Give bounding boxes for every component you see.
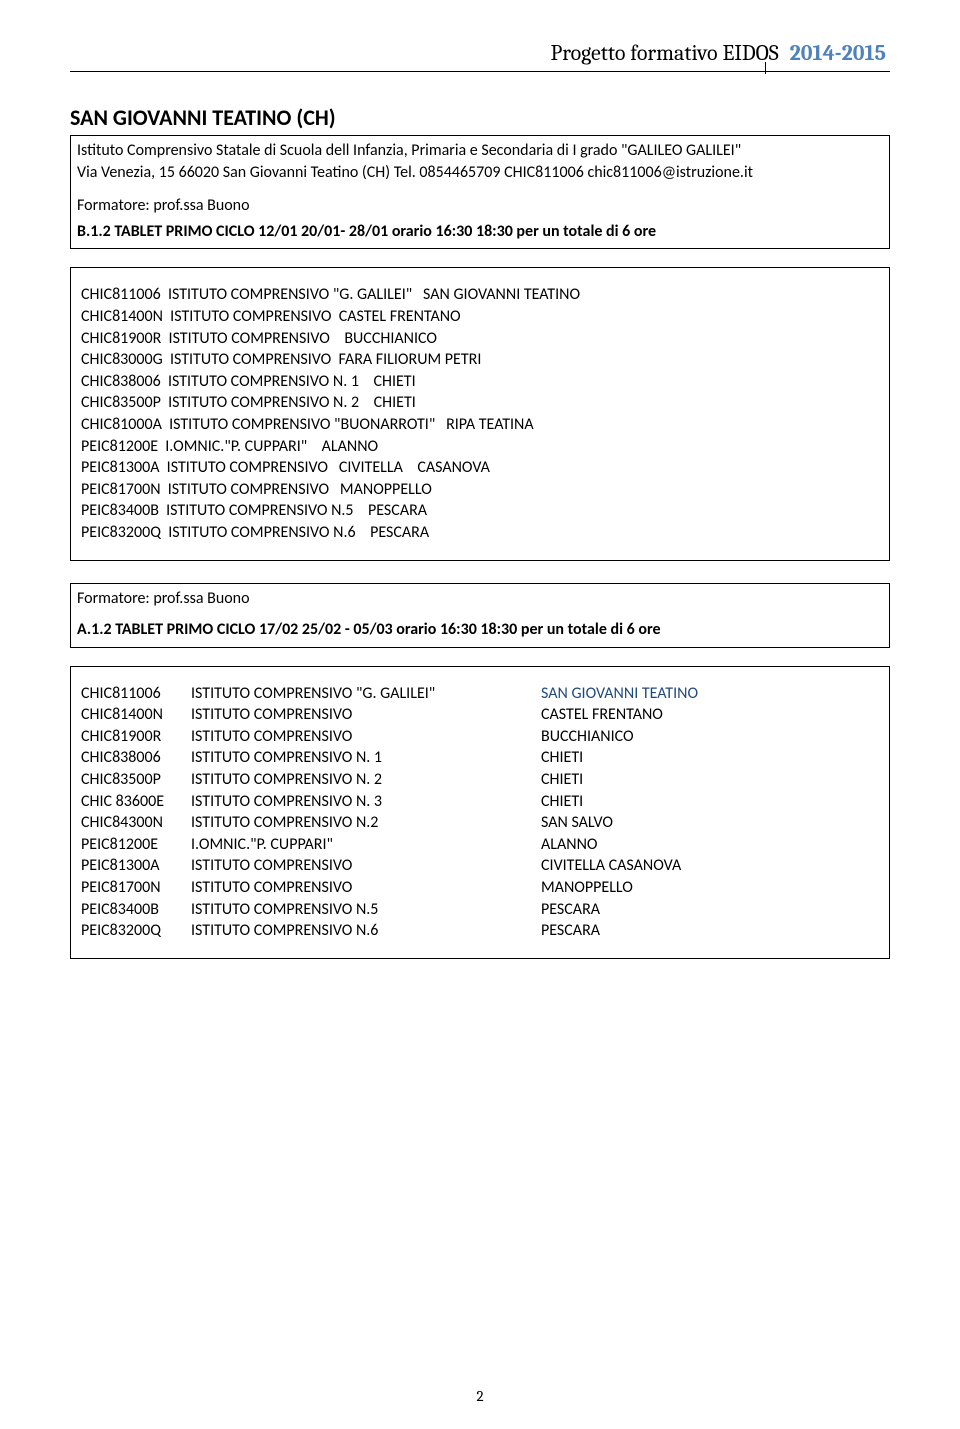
document-page: Progetto formativo EIDOS 2014-2015 SAN G…: [0, 0, 960, 1429]
list-a-row: CHIC84300NISTITUTO COMPRENSIVO N.2SAN SA…: [81, 812, 879, 834]
list-a-loc: SAN SALVO: [541, 812, 879, 834]
list-a-code: PEIC81200E: [81, 834, 191, 856]
list-box-b: CHIC811006 ISTITUTO COMPRENSIVO "G. GALI…: [70, 267, 890, 560]
page-header: Progetto formativo EIDOS 2014-2015: [70, 40, 890, 66]
list-a-code: CHIC81900R: [81, 726, 191, 748]
list-a-desc: ISTITUTO COMPRENSIVO N.6: [191, 920, 541, 942]
list-a-desc: ISTITUTO COMPRENSIVO: [191, 877, 541, 899]
list-b-row: PEIC83200Q ISTITUTO COMPRENSIVO N.6 PESC…: [81, 522, 879, 544]
institute-line-1: Istituto Comprensivo Statale di Scuola d…: [77, 140, 883, 162]
list-b-row: CHIC81900R ISTITUTO COMPRENSIVO BUCCHIAN…: [81, 328, 879, 350]
section-title: SAN GIOVANNI TEATINO (CH): [70, 104, 890, 131]
header-rule-left: [70, 71, 765, 72]
list-a-desc: ISTITUTO COMPRENSIVO N. 3: [191, 791, 541, 813]
list-b-row: PEIC81700N ISTITUTO COMPRENSIVO MANOPPEL…: [81, 479, 879, 501]
list-a-desc: ISTITUTO COMPRENSIVO N. 2: [191, 769, 541, 791]
list-a-code: PEIC83400B: [81, 899, 191, 921]
header-rule: [70, 68, 890, 74]
course-b-line: B.1.2 TABLET PRIMO CICLO 12/01 20/01- 28…: [77, 221, 883, 243]
list-b-row: PEIC81300A ISTITUTO COMPRENSIVO CIVITELL…: [81, 457, 879, 479]
list-a-row: PEIC81200EI.OMNIC."P. CUPPARI" ALANNO: [81, 834, 879, 856]
page-number: 2: [0, 1387, 960, 1405]
list-a-desc: ISTITUTO COMPRENSIVO N. 1: [191, 747, 541, 769]
list-a-desc: ISTITUTO COMPRENSIVO N.2: [191, 812, 541, 834]
list-a-row: CHIC 83600EISTITUTO COMPRENSIVO N. 3CHIE…: [81, 791, 879, 813]
header-title: Progetto formativo EIDOS: [551, 40, 779, 66]
list-a-loc: CHIETI: [541, 769, 879, 791]
list-a-loc: PESCARA: [541, 899, 879, 921]
institute-box: Istituto Comprensivo Statale di Scuola d…: [70, 135, 890, 249]
list-a-desc: I.OMNIC."P. CUPPARI": [191, 834, 541, 856]
list-a-loc: CIVITELLA CASANOVA: [541, 855, 879, 877]
list-a-loc: CASTEL FRENTANO: [541, 704, 879, 726]
list-a-loc: PESCARA: [541, 920, 879, 942]
list-a-code: PEIC81300A: [81, 855, 191, 877]
list-a-code: CHIC838006: [81, 747, 191, 769]
formatore-line-a: Formatore: prof.ssa Buono: [77, 588, 883, 610]
list-a-desc: ISTITUTO COMPRENSIVO: [191, 726, 541, 748]
list-a-loc: SAN GIOVANNI TEATINO: [541, 683, 879, 705]
list-a-desc: ISTITUTO COMPRENSIVO N.5: [191, 899, 541, 921]
list-b-row: PEIC81200E I.OMNIC."P. CUPPARI" ALANNO: [81, 436, 879, 458]
list-a-row: CHIC81400NISTITUTO COMPRENSIVOCASTEL FRE…: [81, 704, 879, 726]
list-b-row: CHIC81000A ISTITUTO COMPRENSIVO "BUONARR…: [81, 414, 879, 436]
list-a-code: CHIC 83600E: [81, 791, 191, 813]
list-b-row: PEIC83400B ISTITUTO COMPRENSIVO N.5 PESC…: [81, 500, 879, 522]
list-a-desc: ISTITUTO COMPRENSIVO: [191, 855, 541, 877]
header-rule-right: [766, 71, 890, 72]
list-a-row: CHIC811006ISTITUTO COMPRENSIVO "G. GALIL…: [81, 683, 879, 705]
list-a-code: CHIC83500P: [81, 769, 191, 791]
list-a-loc: CHIETI: [541, 791, 879, 813]
institute-line-2: Via Venezia, 15 66020 San Giovanni Teati…: [77, 162, 883, 184]
list-a-row: PEIC81300AISTITUTO COMPRENSIVOCIVITELLA …: [81, 855, 879, 877]
list-b-row: CHIC838006 ISTITUTO COMPRENSIVO N. 1 CHI…: [81, 371, 879, 393]
header-year: 2014-2015: [784, 40, 886, 66]
list-a-desc: ISTITUTO COMPRENSIVO "G. GALILEI": [191, 683, 541, 705]
list-b-row: CHIC811006 ISTITUTO COMPRENSIVO "G. GALI…: [81, 284, 879, 306]
list-a-loc: MANOPPELLO: [541, 877, 879, 899]
list-a-desc: ISTITUTO COMPRENSIVO: [191, 704, 541, 726]
list-b-row: CHIC83500P ISTITUTO COMPRENSIVO N. 2 CHI…: [81, 392, 879, 414]
list-a-loc: ALANNO: [541, 834, 879, 856]
list-b-row: CHIC83000G ISTITUTO COMPRENSIVO FARA FIL…: [81, 349, 879, 371]
list-a-row: CHIC81900RISTITUTO COMPRENSIVO BUCCHIANI…: [81, 726, 879, 748]
list-box-a: CHIC811006ISTITUTO COMPRENSIVO "G. GALIL…: [70, 666, 890, 959]
formatore-line-b: Formatore: prof.ssa Buono: [77, 195, 883, 217]
list-a-row: PEIC81700NISTITUTO COMPRENSIVOMANOPPELLO: [81, 877, 879, 899]
list-a-code: CHIC81400N: [81, 704, 191, 726]
course-a-line: A.1.2 TABLET PRIMO CICLO 17/02 25/02 - 0…: [77, 619, 883, 641]
header-rule-separator: [765, 62, 767, 74]
list-a-row: PEIC83400BISTITUTO COMPRENSIVO N.5PESCAR…: [81, 899, 879, 921]
list-a-loc: CHIETI: [541, 747, 879, 769]
list-a-code: CHIC811006: [81, 683, 191, 705]
list-b-row: CHIC81400N ISTITUTO COMPRENSIVO CASTEL F…: [81, 306, 879, 328]
list-a-code: PEIC81700N: [81, 877, 191, 899]
list-a-code: PEIC83200Q: [81, 920, 191, 942]
list-a-code: CHIC84300N: [81, 812, 191, 834]
list-a-row: PEIC83200QISTITUTO COMPRENSIVO N.6 PESCA…: [81, 920, 879, 942]
course-a-box: Formatore: prof.ssa Buono A.1.2 TABLET P…: [70, 583, 890, 648]
list-a-loc: BUCCHIANICO: [541, 726, 879, 748]
list-a-row: CHIC838006ISTITUTO COMPRENSIVO N. 1CHIET…: [81, 747, 879, 769]
list-a-row: CHIC83500PISTITUTO COMPRENSIVO N. 2CHIET…: [81, 769, 879, 791]
